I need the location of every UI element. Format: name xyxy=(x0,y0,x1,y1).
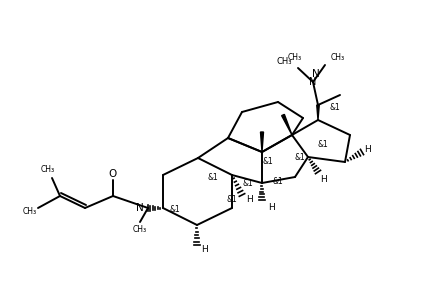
Text: O: O xyxy=(109,169,117,179)
Text: CH₃: CH₃ xyxy=(41,166,55,174)
Text: CH₃: CH₃ xyxy=(287,53,301,63)
Text: H: H xyxy=(246,195,253,205)
Text: CH₃: CH₃ xyxy=(23,208,37,216)
Text: H: H xyxy=(320,175,327,185)
Text: &1: &1 xyxy=(226,195,237,205)
Polygon shape xyxy=(281,115,291,135)
Text: &1: &1 xyxy=(294,154,305,162)
Text: &1: &1 xyxy=(329,104,340,113)
Text: CH₃: CH₃ xyxy=(330,53,344,63)
Text: H: H xyxy=(364,146,371,154)
Polygon shape xyxy=(316,105,319,120)
Text: &1: &1 xyxy=(317,141,328,150)
Text: H: H xyxy=(201,245,208,255)
Text: &1: &1 xyxy=(207,172,218,181)
Text: &1: &1 xyxy=(242,179,253,187)
Text: N: N xyxy=(311,69,319,79)
Text: CH₃: CH₃ xyxy=(132,226,147,234)
Text: N: N xyxy=(136,203,144,213)
Text: &1: &1 xyxy=(262,158,273,166)
Text: &1: &1 xyxy=(169,205,180,214)
Text: H: H xyxy=(268,203,275,212)
Text: CH₃: CH₃ xyxy=(276,57,291,67)
Text: N: N xyxy=(308,77,316,87)
Text: &1: &1 xyxy=(272,177,283,187)
Polygon shape xyxy=(260,132,263,152)
